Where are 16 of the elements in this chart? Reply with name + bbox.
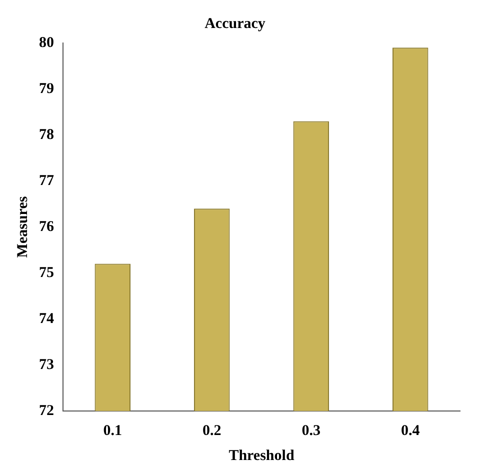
chart-title: Accuracy: [204, 16, 266, 32]
y-tick-label: 76: [39, 218, 54, 235]
x-axis-title: Threshold: [228, 448, 295, 464]
x-tick-label: 0.4: [401, 422, 420, 439]
x-tick-label: 0.2: [202, 422, 222, 439]
x-tick-label: 0.1: [103, 422, 122, 439]
y-tick-label: 74: [39, 310, 54, 327]
y-tick-label: 79: [39, 80, 54, 97]
y-tick-label: 75: [39, 264, 54, 281]
y-tick-label: 77: [39, 172, 54, 189]
y-tick-label: 72: [39, 402, 54, 419]
y-tick-label: 73: [39, 356, 54, 373]
y-tick-label: 80: [39, 34, 54, 51]
x-tick-label: 0.3: [302, 422, 320, 439]
y-axis-title: Measures: [14, 196, 31, 258]
y-tick-label: 78: [39, 126, 54, 143]
